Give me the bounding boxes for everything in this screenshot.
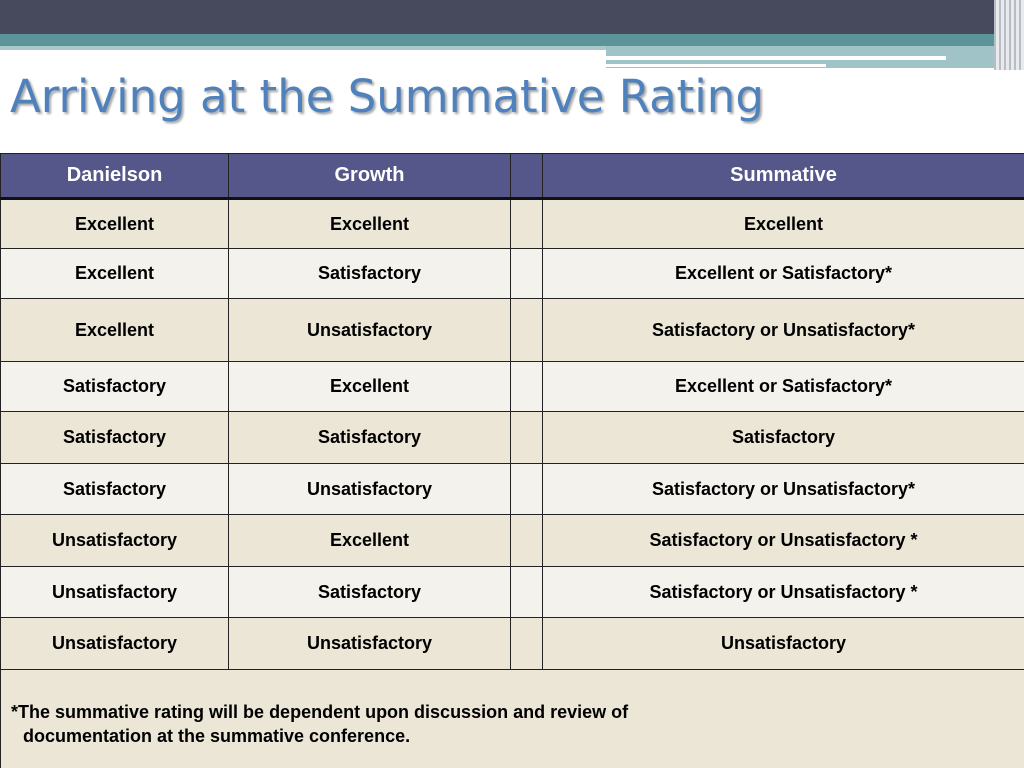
cell-summative: Satisfactory or Unsatisfactory * bbox=[542, 566, 1024, 618]
cell-growth: Unsatisfactory bbox=[228, 617, 511, 670]
slide-title: Arriving at the Summative Rating bbox=[10, 70, 764, 123]
table-row: Unsatisfactory Unsatisfactory Unsatisfac… bbox=[0, 617, 1024, 670]
cell-growth: Unsatisfactory bbox=[228, 463, 511, 515]
footnote-line-2: documentation at the summative conferenc… bbox=[23, 726, 411, 746]
cell-growth: Satisfactory bbox=[228, 248, 511, 299]
cell-summative: Satisfactory or Unsatisfactory* bbox=[542, 298, 1024, 362]
header-growth: Growth bbox=[228, 153, 511, 200]
table-row: Excellent Unsatisfactory Satisfactory or… bbox=[0, 298, 1024, 362]
table-row: Excellent Excellent Excellent bbox=[0, 198, 1024, 249]
footnote-line-1: *The summative rating will be dependent … bbox=[11, 702, 629, 722]
cell-spacer bbox=[510, 298, 543, 362]
table-row: Unsatisfactory Excellent Satisfactory or… bbox=[0, 514, 1024, 567]
cell-growth: Excellent bbox=[228, 198, 511, 249]
rating-table: Danielson Growth Summative Excellent Exc… bbox=[0, 153, 1024, 768]
cell-spacer bbox=[510, 463, 543, 515]
header-spacer bbox=[510, 153, 543, 200]
cell-summative: Excellent bbox=[542, 198, 1024, 249]
header-summative: Summative bbox=[542, 153, 1024, 200]
footnote-row: *The summative rating will be dependent … bbox=[0, 669, 1024, 768]
cell-growth: Unsatisfactory bbox=[228, 298, 511, 362]
cell-danielson: Unsatisfactory bbox=[0, 566, 229, 618]
cell-danielson: Excellent bbox=[0, 248, 229, 299]
cell-growth: Excellent bbox=[228, 514, 511, 567]
cell-spacer bbox=[510, 361, 543, 412]
cell-summative: Satisfactory bbox=[542, 411, 1024, 464]
header-band-dark bbox=[0, 0, 1024, 34]
table-row: Satisfactory Satisfactory Satisfactory bbox=[0, 411, 1024, 464]
table-header-row: Danielson Growth Summative bbox=[0, 153, 1024, 200]
header-band-teal bbox=[0, 34, 1024, 46]
cell-summative: Unsatisfactory bbox=[542, 617, 1024, 670]
cell-spacer bbox=[510, 198, 543, 249]
table-row: Satisfactory Excellent Excellent or Sati… bbox=[0, 361, 1024, 412]
cell-summative: Excellent or Satisfactory* bbox=[542, 361, 1024, 412]
cell-danielson: Excellent bbox=[0, 198, 229, 249]
cell-spacer bbox=[510, 514, 543, 567]
table-row: Unsatisfactory Satisfactory Satisfactory… bbox=[0, 566, 1024, 618]
cell-danielson: Satisfactory bbox=[0, 463, 229, 515]
cell-danielson: Satisfactory bbox=[0, 361, 229, 412]
corner-stripes bbox=[994, 0, 1024, 70]
cell-spacer bbox=[510, 248, 543, 299]
cell-spacer bbox=[510, 617, 543, 670]
cell-growth: Satisfactory bbox=[228, 411, 511, 464]
header-band-light bbox=[0, 46, 1024, 50]
cell-danielson: Unsatisfactory bbox=[0, 617, 229, 670]
header-danielson: Danielson bbox=[0, 153, 229, 200]
cell-growth: Excellent bbox=[228, 361, 511, 412]
cell-summative: Satisfactory or Unsatisfactory * bbox=[542, 514, 1024, 567]
cell-danielson: Excellent bbox=[0, 298, 229, 362]
cell-danielson: Unsatisfactory bbox=[0, 514, 229, 567]
table-row: Excellent Satisfactory Excellent or Sati… bbox=[0, 248, 1024, 299]
cell-growth: Satisfactory bbox=[228, 566, 511, 618]
header-band-line-short bbox=[606, 64, 826, 67]
cell-spacer bbox=[510, 566, 543, 618]
cell-summative: Satisfactory or Unsatisfactory* bbox=[542, 463, 1024, 515]
footnote-cell: *The summative rating will be dependent … bbox=[0, 669, 1024, 768]
table-row: Satisfactory Unsatisfactory Satisfactory… bbox=[0, 463, 1024, 515]
cell-spacer bbox=[510, 411, 543, 464]
cell-summative: Excellent or Satisfactory* bbox=[542, 248, 1024, 299]
cell-danielson: Satisfactory bbox=[0, 411, 229, 464]
header-band-line bbox=[606, 56, 946, 60]
